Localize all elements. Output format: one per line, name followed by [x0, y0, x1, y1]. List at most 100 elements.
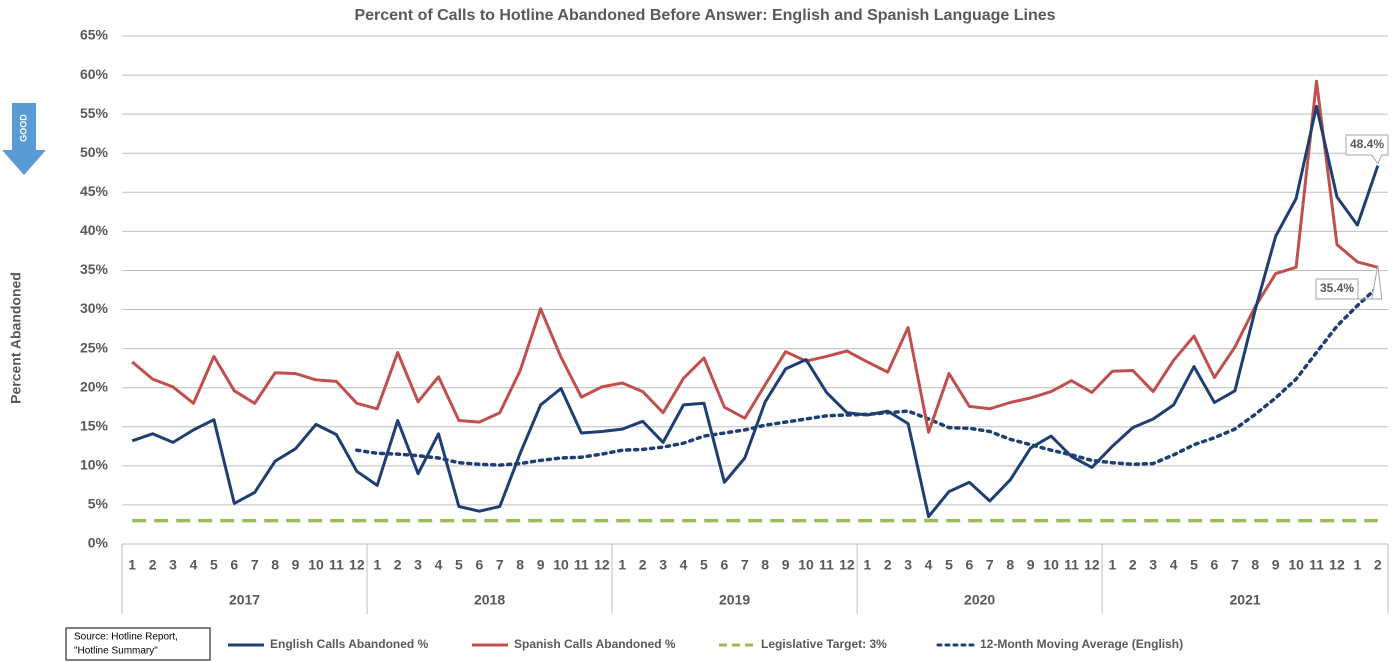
x-tick-label: 7 [741, 557, 749, 573]
x-tick-label: 5 [945, 557, 953, 573]
y-tick-label: 65% [80, 27, 109, 43]
good-indicator: GOOD [2, 103, 46, 175]
y-tick-label: 40% [80, 222, 109, 238]
x-tick-label: 12 [1084, 557, 1100, 573]
y-tick-label: 60% [80, 66, 109, 82]
x-tick-label: 4 [925, 557, 933, 573]
x-tick-label: 6 [720, 557, 728, 573]
x-tick-label: 1 [1108, 557, 1116, 573]
x-tick-label: 3 [169, 557, 177, 573]
x-tick-label: 11 [819, 557, 834, 573]
legend-label: Legislative Target: 3% [761, 637, 887, 651]
x-tick-label: 10 [1043, 557, 1059, 573]
y-tick-label: 0% [88, 535, 109, 551]
source-line: "Hotline Summary" [74, 646, 158, 657]
x-tick-label: 9 [537, 557, 545, 573]
y-tick-label: 50% [80, 144, 109, 160]
data-label: 48.4% [1350, 137, 1384, 151]
series-line [355, 285, 1380, 467]
x-tick-label: 8 [1251, 557, 1259, 573]
x-tick-label: 12 [839, 557, 855, 573]
y-tick-label: 25% [80, 339, 109, 355]
x-tick-label: 1 [863, 557, 871, 573]
legend-label: 12-Month Moving Average (English) [980, 637, 1183, 651]
x-tick-label: 8 [1006, 557, 1014, 573]
x-tick-label: 8 [516, 557, 524, 573]
label-callout [1315, 265, 1383, 300]
x-tick-label: 4 [680, 557, 688, 573]
chart-title: Percent of Calls to Hotline Abandoned Be… [354, 7, 1055, 24]
x-tick-label: 3 [414, 557, 422, 573]
x-tick-label: 2 [1129, 557, 1137, 573]
year-label: 2021 [1229, 592, 1260, 608]
x-tick-label: 3 [659, 557, 667, 573]
x-tick-label: 6 [966, 557, 974, 573]
x-tick-label: 5 [455, 557, 463, 573]
x-tick-label: 12 [349, 557, 365, 573]
x-tick-label: 5 [210, 557, 218, 573]
x-tick-label: 4 [435, 557, 443, 573]
x-tick-label: 1 [373, 557, 381, 573]
x-tick-label: 10 [1288, 557, 1304, 573]
x-tick-label: 1 [618, 557, 626, 573]
series-line [131, 79, 1379, 434]
y-tick-label: 45% [80, 183, 109, 199]
label-callout [1345, 134, 1389, 165]
x-tick-label: 5 [1190, 557, 1198, 573]
x-tick-label: 3 [1149, 557, 1157, 573]
x-tick-label: 1 [128, 557, 136, 573]
y-tick-label: 35% [80, 261, 109, 277]
x-tick-label: 10 [798, 557, 814, 573]
x-tick-label: 9 [1272, 557, 1280, 573]
year-label: 2018 [474, 592, 505, 608]
y-tick-label: 10% [80, 457, 109, 473]
x-tick-label: 12 [1329, 557, 1345, 573]
x-tick-label: 4 [1170, 557, 1178, 573]
x-tick-label: 3 [904, 557, 912, 573]
x-tick-label: 7 [986, 557, 994, 573]
x-tick-label: 7 [251, 557, 259, 573]
x-tick-label: 8 [271, 557, 279, 573]
x-tick-label: 11 [1309, 557, 1324, 573]
x-tick-label: 9 [1027, 557, 1035, 573]
good-arrow [2, 103, 46, 175]
x-tick-label: 10 [308, 557, 324, 573]
x-tick-label: 5 [700, 557, 708, 573]
y-tick-label: 15% [80, 417, 109, 433]
source-box [65, 627, 211, 661]
series-line [131, 104, 1380, 519]
legend-label: Spanish Calls Abandoned % [514, 637, 676, 651]
x-tick-label: 10 [553, 557, 569, 573]
x-tick-label: 12 [594, 557, 610, 573]
year-label: 2020 [964, 592, 995, 608]
data-label: 35.4% [1320, 281, 1354, 295]
x-tick-label: 9 [782, 557, 790, 573]
x-tick-label: 2 [884, 557, 892, 573]
x-tick-label: 9 [292, 557, 300, 573]
x-tick-label: 7 [496, 557, 504, 573]
x-tick-label: 4 [190, 557, 198, 573]
x-tick-label: 2 [1374, 557, 1382, 573]
year-label: 2019 [719, 592, 750, 608]
y-axis-label: Percent Abandoned [8, 272, 24, 404]
x-tick-label: 7 [1231, 557, 1239, 573]
source-line: Source: Hotline Report, [74, 632, 178, 643]
x-tick-label: 6 [475, 557, 483, 573]
legend-label: English Calls Abandoned % [270, 637, 429, 651]
x-tick-label: 6 [230, 557, 238, 573]
x-tick-label: 11 [1064, 557, 1079, 573]
y-tick-label: 30% [80, 300, 109, 316]
x-tick-label: 11 [574, 557, 589, 573]
x-tick-label: 1 [1353, 557, 1361, 573]
x-tick-label: 2 [149, 557, 157, 573]
x-tick-label: 2 [394, 557, 402, 573]
x-tick-label: 2 [639, 557, 647, 573]
year-label: 2017 [229, 592, 260, 608]
y-tick-label: 20% [80, 378, 109, 394]
good-label: GOOD [18, 114, 28, 142]
y-tick-label: 5% [88, 496, 109, 512]
x-tick-label: 8 [761, 557, 769, 573]
x-tick-label: 11 [329, 557, 344, 573]
y-tick-label: 55% [80, 105, 109, 121]
